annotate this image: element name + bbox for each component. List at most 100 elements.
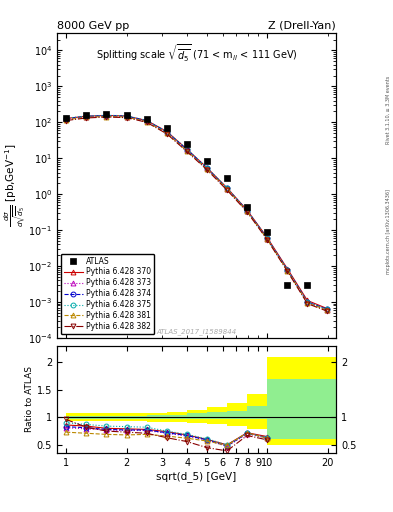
Pythia 6.428 375	[84, 113, 89, 119]
Pythia 6.428 370	[184, 146, 189, 152]
Line: Pythia 6.428 374: Pythia 6.428 374	[64, 113, 330, 312]
Pythia 6.428 374	[64, 116, 68, 122]
Pythia 6.428 370	[225, 185, 230, 191]
Pythia 6.428 374	[285, 266, 290, 272]
Pythia 6.428 381	[104, 114, 109, 120]
Pythia 6.428 373	[305, 299, 310, 305]
Pythia 6.428 374	[84, 113, 89, 119]
Pythia 6.428 381	[184, 148, 189, 154]
Pythia 6.428 382	[124, 115, 129, 121]
Pythia 6.428 382	[184, 148, 189, 155]
Pythia 6.428 375	[164, 129, 169, 135]
Pythia 6.428 381	[305, 300, 310, 306]
Pythia 6.428 381	[265, 236, 270, 242]
Pythia 6.428 381	[325, 307, 330, 313]
Pythia 6.428 382	[144, 119, 149, 125]
ATLAS	[265, 229, 270, 235]
Pythia 6.428 382	[104, 114, 109, 120]
Pythia 6.428 375	[285, 266, 290, 272]
Text: 8000 GeV pp: 8000 GeV pp	[57, 20, 129, 31]
Pythia 6.428 373	[144, 118, 149, 124]
Pythia 6.428 375	[124, 113, 129, 119]
ATLAS	[305, 282, 310, 288]
Pythia 6.428 373	[84, 114, 89, 120]
Pythia 6.428 373	[225, 186, 230, 192]
ATLAS	[285, 282, 290, 288]
Pythia 6.428 373	[184, 147, 189, 153]
ATLAS	[104, 111, 109, 117]
Pythia 6.428 373	[265, 236, 270, 242]
Pythia 6.428 375	[104, 112, 109, 118]
Pythia 6.428 373	[204, 165, 209, 172]
Pythia 6.428 373	[245, 208, 250, 214]
Pythia 6.428 375	[245, 207, 250, 214]
Pythia 6.428 370	[84, 113, 89, 119]
Line: Pythia 6.428 382: Pythia 6.428 382	[64, 115, 330, 314]
Legend: ATLAS, Pythia 6.428 370, Pythia 6.428 373, Pythia 6.428 374, Pythia 6.428 375, P: ATLAS, Pythia 6.428 370, Pythia 6.428 37…	[61, 253, 154, 334]
ATLAS	[144, 116, 149, 122]
Pythia 6.428 370	[64, 115, 68, 121]
Pythia 6.428 375	[144, 117, 149, 123]
Pythia 6.428 381	[84, 114, 89, 120]
Pythia 6.428 382	[325, 308, 330, 314]
Pythia 6.428 375	[64, 115, 68, 121]
Text: mcplots.cern.ch [arXiv:1306.3436]: mcplots.cern.ch [arXiv:1306.3436]	[386, 189, 391, 274]
Pythia 6.428 375	[184, 146, 189, 152]
Line: Pythia 6.428 370: Pythia 6.428 370	[64, 113, 330, 311]
Pythia 6.428 381	[144, 119, 149, 125]
Pythia 6.428 374	[325, 306, 330, 312]
Pythia 6.428 381	[164, 130, 169, 136]
ATLAS	[124, 112, 129, 118]
Pythia 6.428 374	[245, 207, 250, 214]
Pythia 6.428 375	[265, 236, 270, 242]
Pythia 6.428 373	[104, 113, 109, 119]
Pythia 6.428 374	[184, 146, 189, 153]
Pythia 6.428 374	[305, 299, 310, 305]
Text: Z (Drell-Yan): Z (Drell-Yan)	[268, 20, 336, 31]
Pythia 6.428 370	[325, 306, 330, 312]
Text: Rivet 3.1.10, ≥ 3.3M events: Rivet 3.1.10, ≥ 3.3M events	[386, 75, 391, 143]
Pythia 6.428 382	[245, 209, 250, 215]
ATLAS	[204, 158, 209, 164]
Pythia 6.428 375	[204, 164, 209, 170]
ATLAS	[184, 141, 189, 147]
ATLAS	[225, 175, 230, 181]
Pythia 6.428 370	[285, 266, 290, 272]
Pythia 6.428 374	[144, 118, 149, 124]
Pythia 6.428 370	[265, 234, 270, 241]
Pythia 6.428 374	[204, 165, 209, 171]
Pythia 6.428 370	[124, 113, 129, 119]
Pythia 6.428 373	[124, 114, 129, 120]
Pythia 6.428 381	[245, 208, 250, 215]
Pythia 6.428 381	[64, 117, 68, 123]
Pythia 6.428 370	[245, 207, 250, 213]
Pythia 6.428 375	[225, 185, 230, 191]
Pythia 6.428 382	[164, 131, 169, 137]
Line: ATLAS: ATLAS	[63, 111, 310, 288]
Pythia 6.428 381	[285, 267, 290, 273]
Pythia 6.428 370	[104, 113, 109, 119]
ATLAS	[164, 125, 169, 131]
Pythia 6.428 382	[305, 301, 310, 307]
Text: ATLAS_2017_I1589844: ATLAS_2017_I1589844	[156, 328, 237, 335]
Text: Splitting scale $\sqrt{\overline{d_5}}$ (71 < m$_{ll}$ < 111 GeV): Splitting scale $\sqrt{\overline{d_5}}$ …	[95, 42, 298, 63]
Line: Pythia 6.428 381: Pythia 6.428 381	[64, 114, 330, 313]
ATLAS	[64, 115, 68, 121]
Pythia 6.428 381	[225, 186, 230, 192]
Pythia 6.428 374	[124, 113, 129, 119]
Pythia 6.428 370	[144, 117, 149, 123]
Pythia 6.428 382	[84, 115, 89, 121]
Pythia 6.428 382	[265, 237, 270, 243]
ATLAS	[245, 204, 250, 210]
Line: Pythia 6.428 375: Pythia 6.428 375	[64, 113, 330, 312]
Pythia 6.428 373	[164, 129, 169, 135]
Pythia 6.428 381	[124, 114, 129, 120]
Pythia 6.428 370	[164, 129, 169, 135]
Pythia 6.428 375	[325, 306, 330, 312]
Pythia 6.428 370	[305, 297, 310, 304]
Pythia 6.428 374	[265, 236, 270, 242]
Pythia 6.428 374	[164, 129, 169, 135]
Pythia 6.428 373	[285, 267, 290, 273]
Line: Pythia 6.428 373: Pythia 6.428 373	[64, 114, 330, 312]
X-axis label: sqrt(d_5) [GeV]: sqrt(d_5) [GeV]	[156, 471, 237, 482]
